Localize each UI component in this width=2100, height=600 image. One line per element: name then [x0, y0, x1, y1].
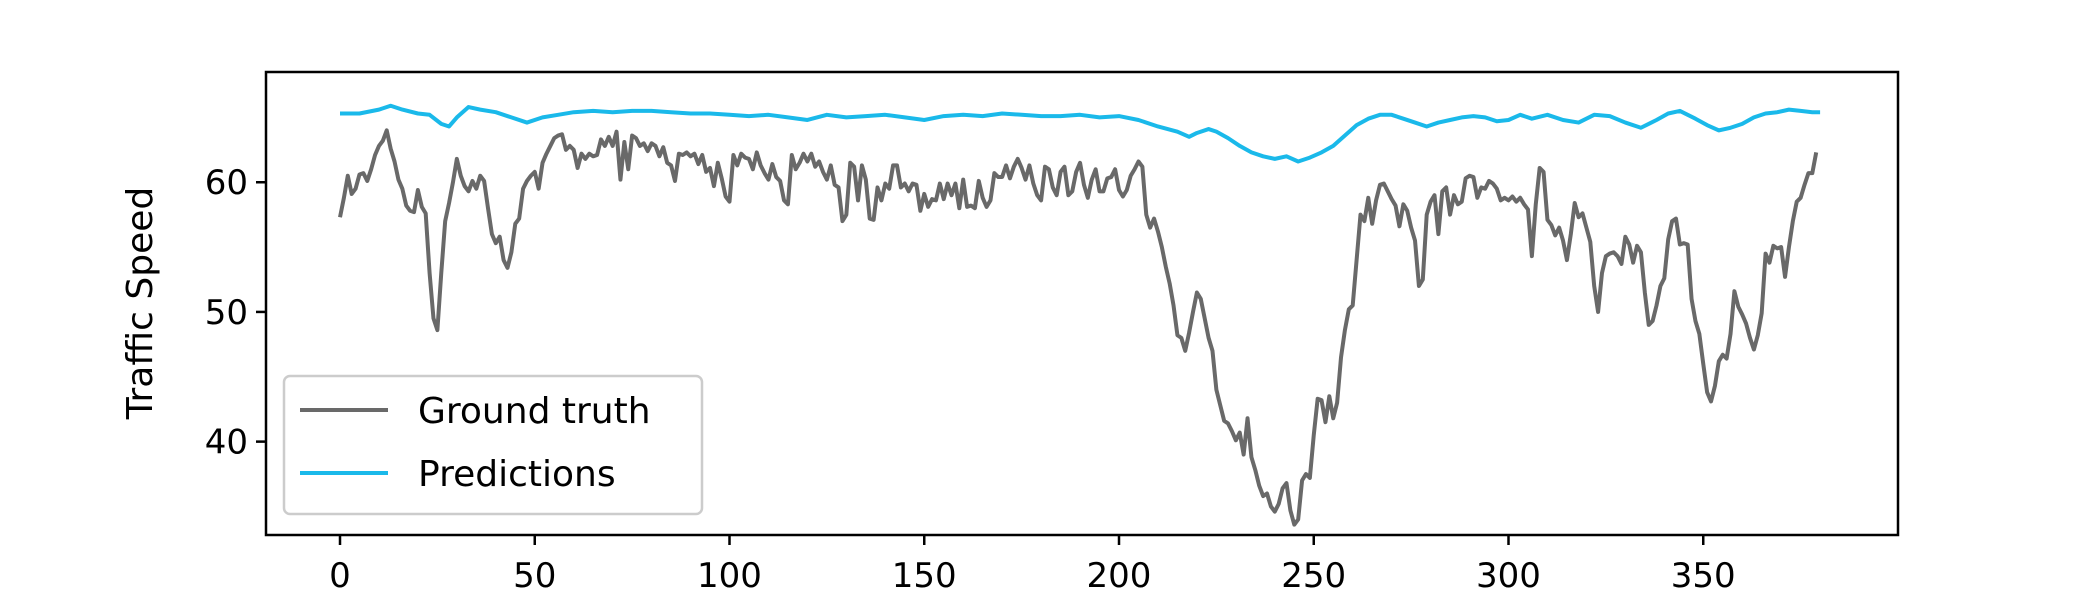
y-axis-label: Traffic Speed: [120, 187, 161, 420]
legend-box: [282, 374, 704, 516]
x-tick-label: 100: [697, 556, 762, 596]
legend: Ground truth Predictions: [282, 374, 704, 516]
x-axis: 0 50 100 150 200 250 300 350: [329, 535, 1736, 596]
x-tick-label: 50: [513, 556, 556, 596]
y-tick-label: 40: [205, 423, 248, 463]
x-tick-label: 350: [1671, 556, 1736, 596]
plot-frame: [264, 70, 1900, 537]
y-tick-label: 50: [205, 293, 248, 333]
x-tick-label: 0: [329, 556, 351, 596]
series-line-ground-truth: [338, 128, 1819, 527]
legend-label-predictions: Predictions: [418, 454, 616, 495]
legend-label-ground-truth: Ground truth: [418, 391, 651, 432]
x-tick-label: 200: [1087, 556, 1152, 596]
series-line-predictions: [340, 103, 1821, 164]
y-tick-label: 60: [205, 163, 248, 203]
x-tick-label: 250: [1281, 556, 1346, 596]
y-axis: 40 50 60: [205, 163, 266, 463]
x-tick-label: 150: [892, 556, 957, 596]
x-tick-label: 300: [1476, 556, 1541, 596]
plot-area: [338, 103, 1821, 527]
